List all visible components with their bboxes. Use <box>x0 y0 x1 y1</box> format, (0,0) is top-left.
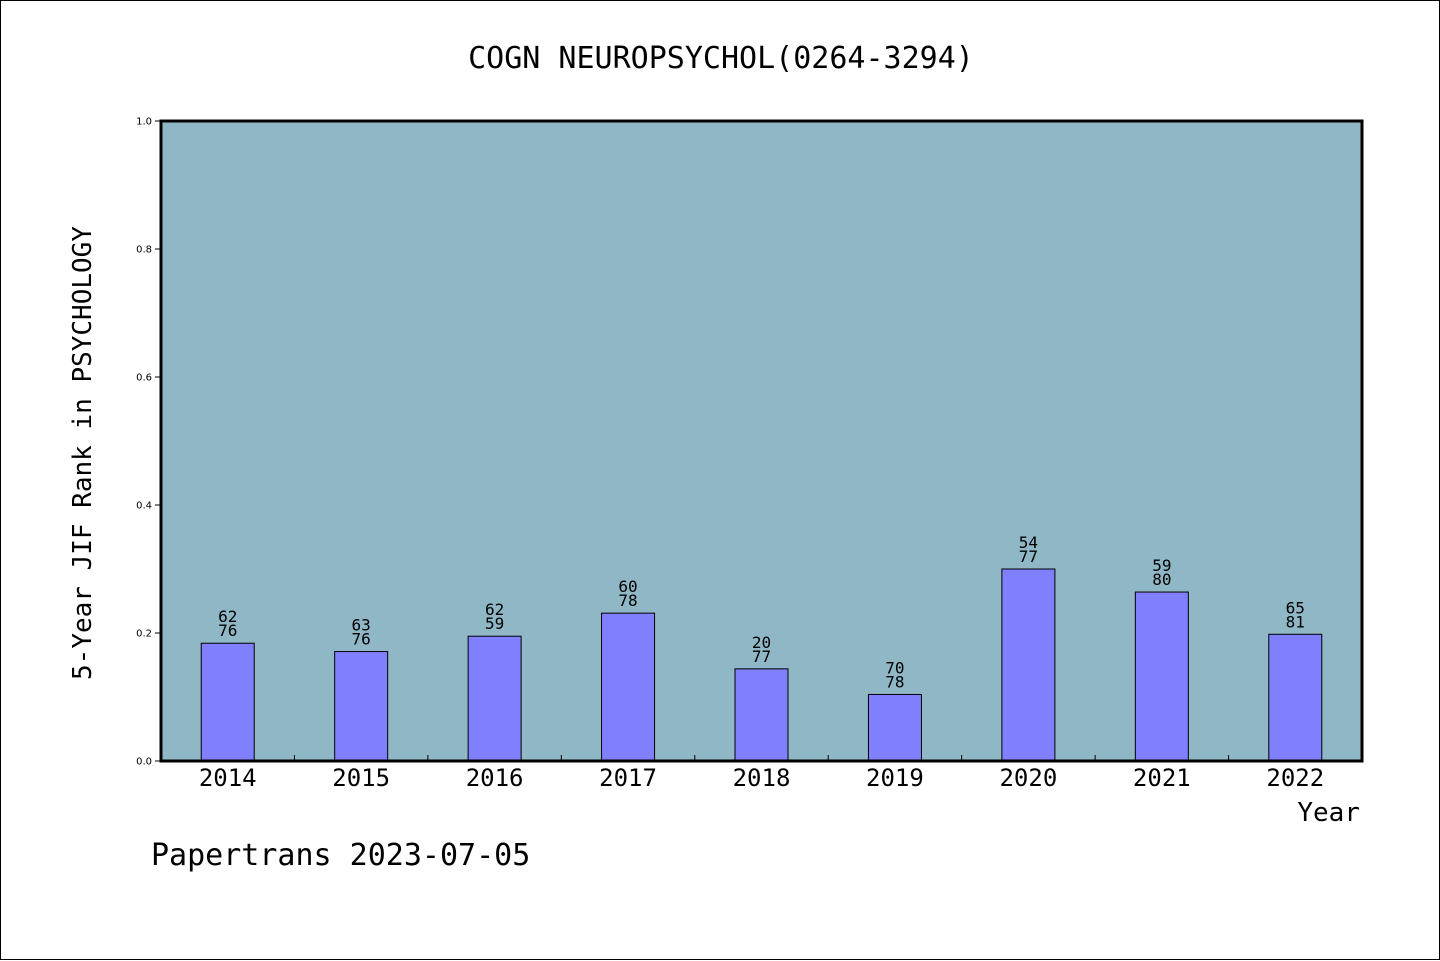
y-axis-title: 5-Year JIF Rank in PSYCHOLOGY <box>68 226 98 680</box>
bar-2021 <box>1134 591 1189 762</box>
bar-label-top-2017: 60 <box>618 577 637 596</box>
x-tick-label-2015: 2015 <box>332 764 390 792</box>
x-tick-label-2018: 2018 <box>733 764 791 792</box>
y-tick-label: 0.6 <box>136 373 152 384</box>
bar-label-top-2014: 62 <box>218 607 237 626</box>
bar-label-top-2022: 65 <box>1286 598 1305 617</box>
bar-2017 <box>601 612 656 762</box>
bar-label-top-2019: 70 <box>885 658 904 677</box>
bar-label-bottom-2014: 76 <box>218 621 237 640</box>
x-tick-label-2014: 2014 <box>199 764 257 792</box>
x-tick-label-2016: 2016 <box>466 764 524 792</box>
chart-title: COGN NEUROPSYCHOL(0264-3294) <box>468 41 974 76</box>
y-ticks-group: 0.0 0.2 0.4 0.6 0.8 1.0 <box>136 117 161 768</box>
bar-label-bottom-2016: 59 <box>485 614 504 633</box>
bar-label-bottom-2020: 77 <box>1019 547 1038 566</box>
bar-label-bottom-2017: 78 <box>618 591 637 610</box>
bar-2022 <box>1268 633 1323 762</box>
y-tick-label: 0.0 <box>136 757 152 768</box>
y-tick-label: 1.0 <box>136 117 152 128</box>
x-axis-title: Year <box>1297 798 1360 828</box>
x-tick-label-2022: 2022 <box>1266 764 1324 792</box>
bar-label-top-2020: 54 <box>1019 533 1038 552</box>
x-tick-label-2020: 2020 <box>999 764 1057 792</box>
bar-label-bottom-2022: 81 <box>1286 612 1305 631</box>
bar-label-bottom-2021: 80 <box>1152 570 1171 589</box>
x-tick-label-2017: 2017 <box>599 764 657 792</box>
footer-text: Papertrans 2023-07-05 <box>151 838 530 873</box>
bar-2019 <box>867 693 922 762</box>
bar-label-bottom-2018: 77 <box>752 647 771 666</box>
bar-label-bottom-2015: 76 <box>352 630 371 649</box>
bar-2020 <box>1001 568 1056 762</box>
bar-2015 <box>334 651 389 762</box>
bar-2016 <box>467 635 522 762</box>
bar-label-top-2015: 63 <box>352 616 371 635</box>
bar-label-top-2021: 59 <box>1152 556 1171 575</box>
plot-border <box>159 119 1364 763</box>
y-tick-label: 0.4 <box>136 501 152 512</box>
x-tick-label-2021: 2021 <box>1133 764 1191 792</box>
bar-label-bottom-2019: 78 <box>885 672 904 691</box>
x-tick-label-2019: 2019 <box>866 764 924 792</box>
y-tick-label: 0.2 <box>136 629 152 640</box>
y-tick-label: 0.8 <box>136 245 152 256</box>
bar-label-top-2016: 62 <box>485 600 504 619</box>
x-ticks-group: 2014 2015 2016 2017 2018 2019 2020 2021 2022 <box>199 755 1324 792</box>
bar-2014 <box>200 642 255 762</box>
bar-label-top-2018: 20 <box>752 633 771 652</box>
bar-2018 <box>734 668 789 762</box>
